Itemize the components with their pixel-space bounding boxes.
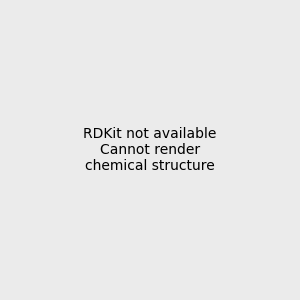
Text: RDKit not available
Cannot render
chemical structure: RDKit not available Cannot render chemic… (83, 127, 217, 173)
